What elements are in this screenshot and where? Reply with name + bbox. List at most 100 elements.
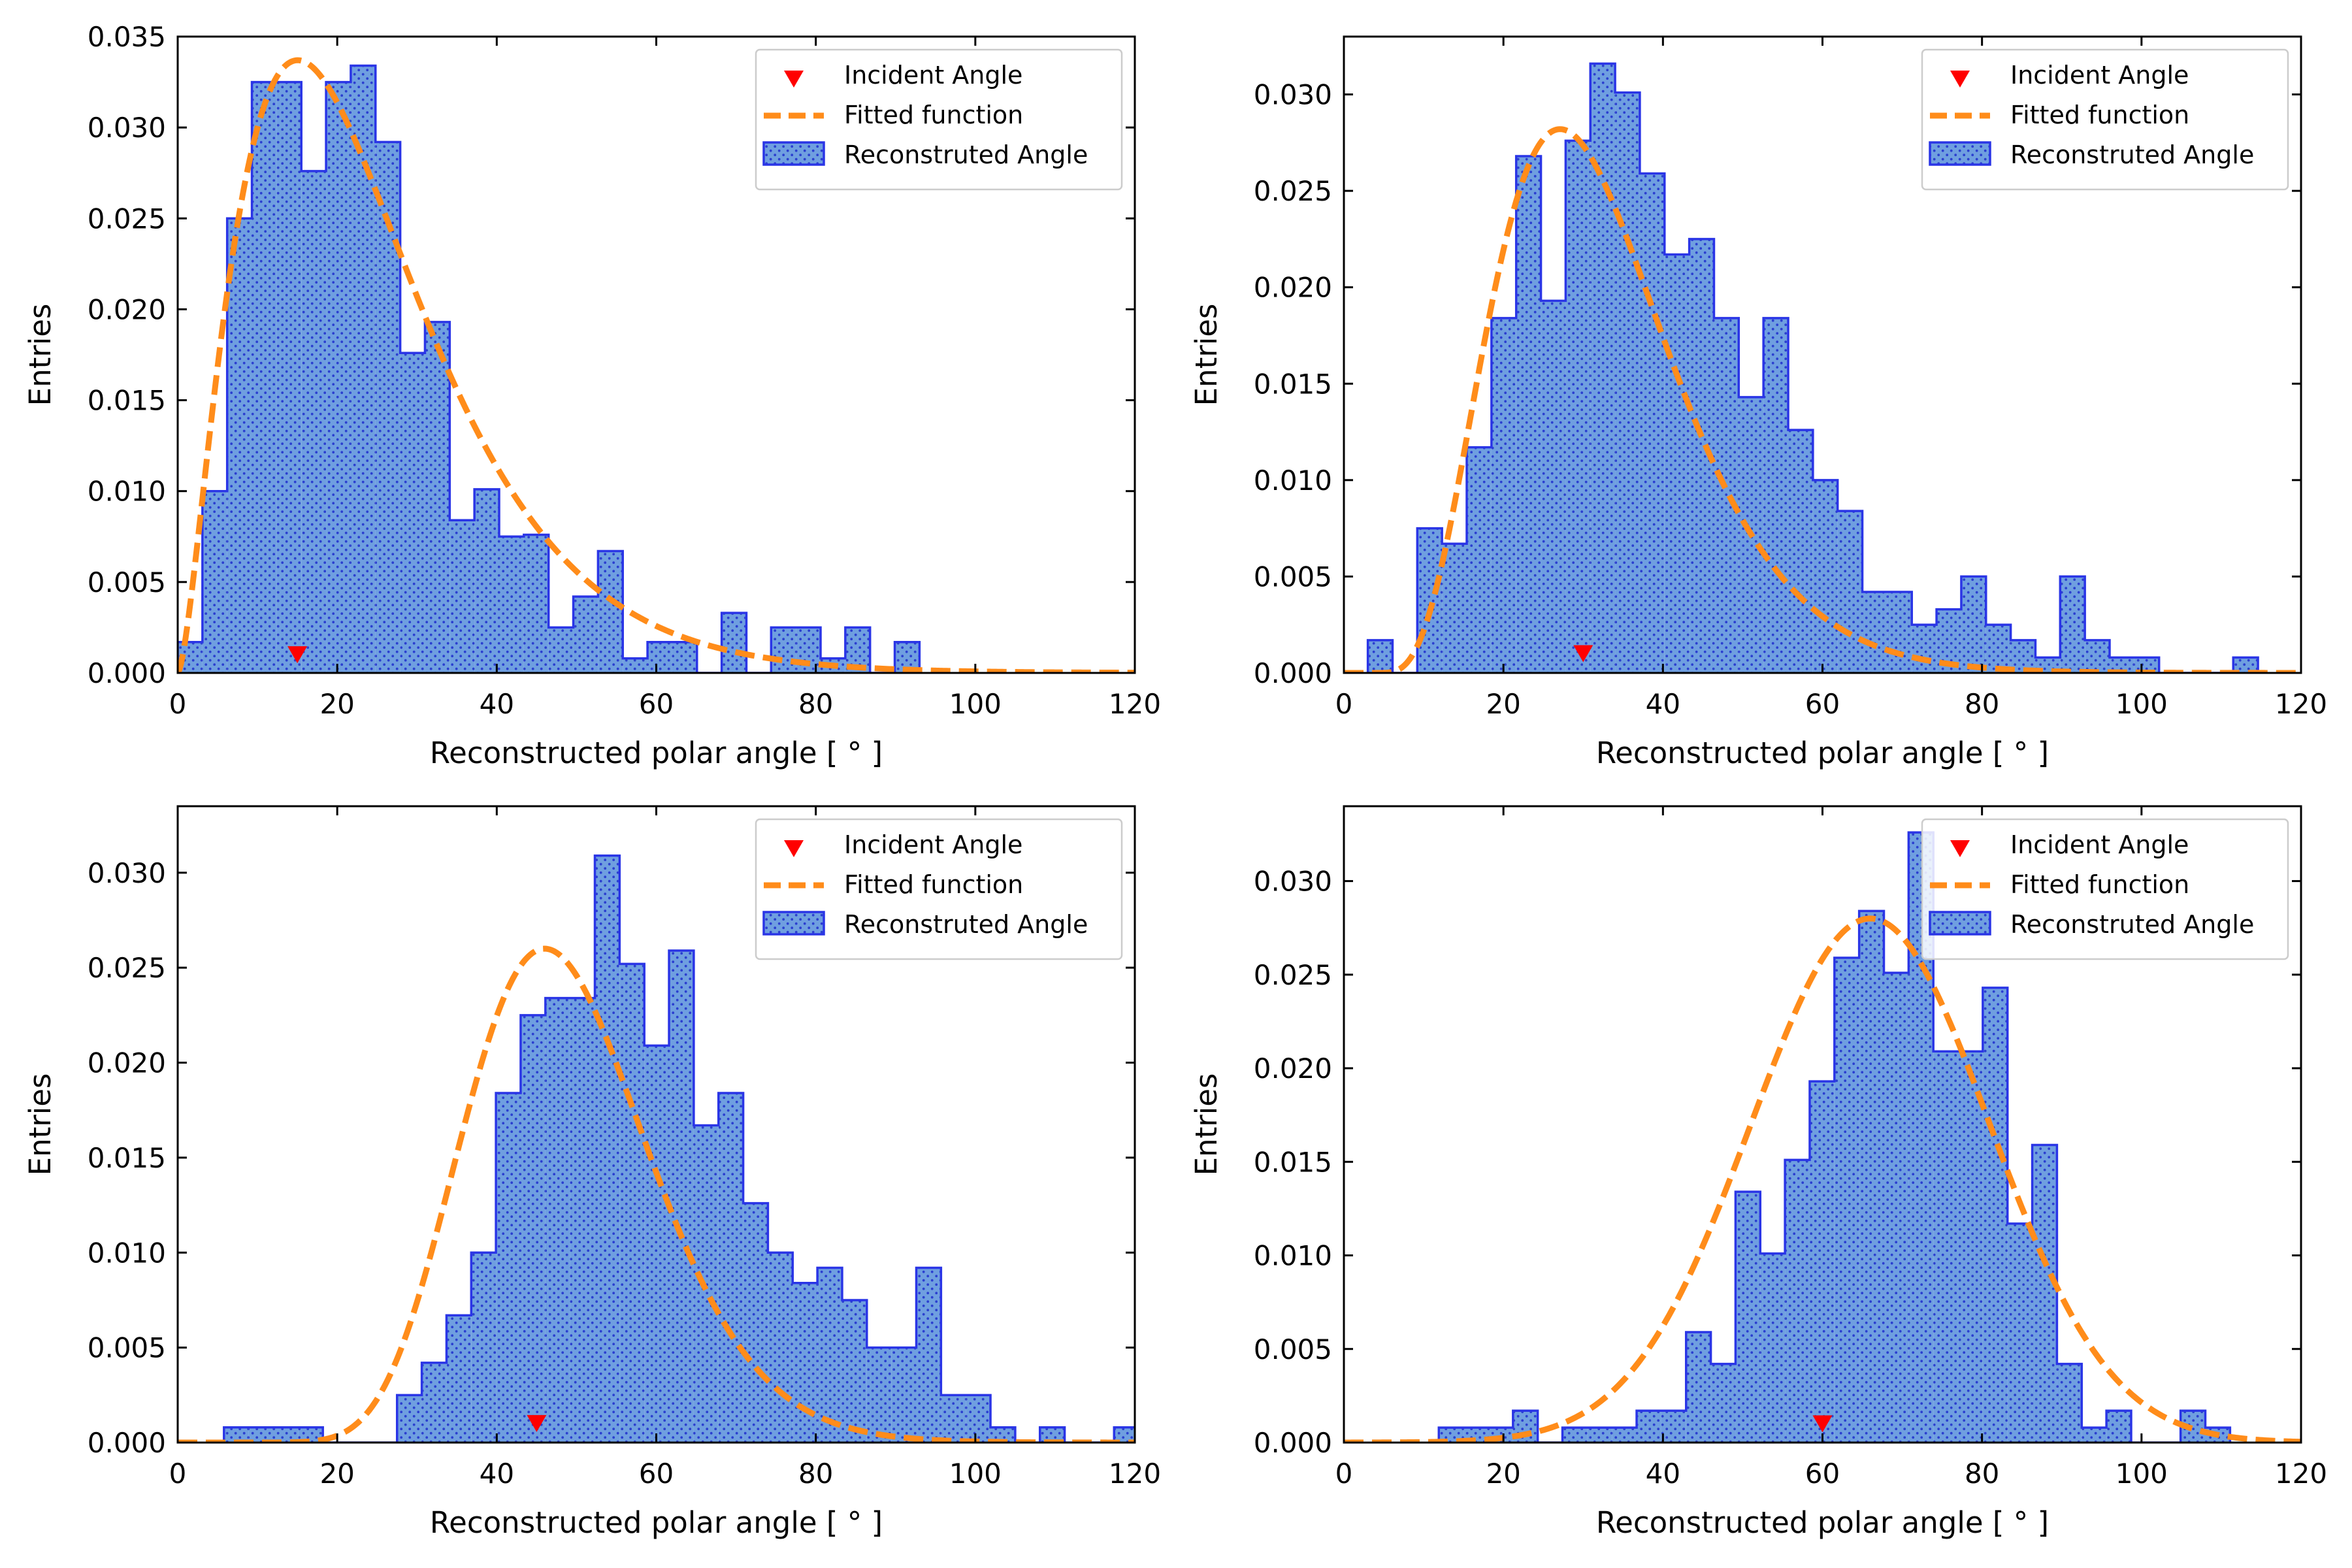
histogram-bar bbox=[1467, 447, 1492, 673]
legend-incident-label: Incident Angle bbox=[2010, 830, 2189, 859]
histogram-bar bbox=[866, 1347, 892, 1443]
legend-reco-label: Reconstruted Angle bbox=[2010, 910, 2254, 939]
histogram-bar bbox=[1760, 1253, 1786, 1443]
x-tick-label: 20 bbox=[1486, 688, 1520, 720]
x-tick-label: 0 bbox=[1335, 1458, 1353, 1490]
histogram-bar bbox=[2233, 657, 2259, 673]
histogram-bar bbox=[573, 596, 598, 673]
histogram-bar bbox=[1985, 625, 2011, 673]
y-tick-label: 0.030 bbox=[88, 112, 166, 144]
histogram-bar bbox=[1837, 511, 1863, 673]
histogram-bars bbox=[1367, 63, 2259, 673]
histogram-bar bbox=[1788, 430, 1813, 673]
x-axis-label: Reconstructed polar angle [ ° ] bbox=[1596, 1505, 2049, 1540]
histogram-bar bbox=[326, 82, 351, 673]
y-tick-label: 0.010 bbox=[1254, 465, 1332, 497]
histogram-bar bbox=[644, 1045, 670, 1443]
y-tick-label: 0.010 bbox=[88, 1237, 166, 1269]
histogram-bars bbox=[223, 855, 1135, 1443]
x-tick-label: 40 bbox=[1646, 688, 1680, 720]
x-tick-label: 60 bbox=[1805, 688, 1840, 720]
histogram-bar bbox=[2106, 1411, 2131, 1443]
chart-panel-bottom-right: 0 20 40 60 80 100 120 0.000 0.005 0.010 0.015 0.020… bbox=[1189, 805, 2327, 1540]
y-axis-label: Entries bbox=[23, 1073, 57, 1176]
histogram-bar bbox=[743, 1203, 768, 1443]
histogram-bar bbox=[1491, 318, 1516, 673]
histogram-bar bbox=[1714, 318, 1739, 673]
histogram-bar bbox=[1516, 155, 1541, 673]
legend-incident-label: Incident Angle bbox=[844, 830, 1022, 859]
histogram-bar bbox=[1637, 1411, 1661, 1443]
histogram-bar bbox=[1710, 1364, 1736, 1443]
x-tick-label: 100 bbox=[949, 1458, 1002, 1490]
legend-box bbox=[755, 818, 1123, 960]
legend-box bbox=[1921, 818, 2289, 960]
histogram-bar bbox=[227, 218, 252, 673]
histogram-bar bbox=[400, 353, 425, 673]
histogram-bar bbox=[771, 627, 796, 673]
histogram-bar bbox=[397, 1395, 422, 1443]
x-tick-label: 0 bbox=[169, 1458, 187, 1490]
histogram-bar bbox=[1884, 972, 1909, 1443]
y-tick-label: 0.030 bbox=[1254, 79, 1332, 111]
histogram-bar bbox=[595, 855, 620, 1443]
histogram-bar bbox=[1859, 911, 1884, 1443]
histogram-bar bbox=[1834, 958, 1859, 1443]
histogram-bar bbox=[718, 1093, 743, 1443]
histogram-outline bbox=[1366, 62, 2259, 673]
x-tick-label: 40 bbox=[1646, 1458, 1680, 1490]
y-tick-label: 0.035 bbox=[88, 21, 166, 53]
y-tick-label: 0.005 bbox=[88, 566, 166, 598]
legend: Incident Angle Fitted function Reconstrute… bbox=[755, 818, 1123, 960]
histogram-bar bbox=[990, 1427, 1015, 1443]
histogram-bar bbox=[276, 82, 302, 673]
histogram-outline bbox=[223, 854, 1135, 1443]
x-tick-label: 40 bbox=[480, 688, 514, 720]
histogram-bar bbox=[619, 964, 645, 1443]
y-axis-label: Entries bbox=[1189, 304, 1224, 406]
incident-angle-marker bbox=[1573, 645, 1593, 662]
chart-panel-bottom-left: 0 20 40 60 80 100 120 0.000 0.005 0.010 0.015 0.020… bbox=[23, 805, 1161, 1540]
histogram-bar bbox=[1887, 592, 1912, 673]
x-tick-label: 120 bbox=[2275, 1458, 2327, 1490]
histogram-bar bbox=[2110, 657, 2134, 673]
x-tick-label: 20 bbox=[319, 688, 354, 720]
histogram-bar bbox=[1661, 1411, 1686, 1443]
histogram-bar bbox=[202, 491, 227, 673]
plot-area bbox=[1344, 831, 2301, 1443]
histogram-bar bbox=[248, 1427, 274, 1443]
y-tick-label: 0.000 bbox=[1254, 1427, 1332, 1459]
histogram-bar bbox=[2007, 1223, 2033, 1443]
y-axis-label: Entries bbox=[23, 304, 57, 406]
histogram-bar bbox=[1958, 1051, 1983, 1443]
histogram-bar bbox=[252, 82, 277, 673]
histogram-bar bbox=[1541, 301, 1566, 673]
histogram-bar bbox=[1615, 92, 1640, 673]
y-tick-label: 0.005 bbox=[88, 1332, 166, 1364]
x-tick-label: 80 bbox=[798, 688, 833, 720]
legend-incident-label: Incident Angle bbox=[844, 61, 1022, 90]
x-tick-label: 120 bbox=[1109, 688, 1161, 720]
histogram-bar bbox=[1686, 1331, 1711, 1443]
legend-reco-patch bbox=[1929, 141, 1991, 166]
y-tick-label: 0.010 bbox=[88, 476, 166, 508]
y-tick-label: 0.025 bbox=[1254, 959, 1332, 991]
chart-panel-top-right: 0 20 40 60 80 100 120 0.000 0.005 0.010 0.015 0.020… bbox=[1189, 35, 2327, 770]
legend-incident-marker bbox=[784, 840, 804, 857]
legend-reco-patch bbox=[762, 141, 825, 166]
histogram-bar bbox=[623, 658, 648, 673]
x-tick-label: 0 bbox=[169, 688, 187, 720]
histogram-bars bbox=[178, 65, 920, 673]
histogram-bar bbox=[669, 950, 694, 1443]
histogram-bar bbox=[1785, 1160, 1810, 1443]
histogram-bar bbox=[1982, 987, 2008, 1443]
histogram-bar bbox=[446, 1315, 472, 1443]
y-tick-label: 0.025 bbox=[88, 203, 166, 235]
histogram-bar bbox=[2060, 576, 2085, 673]
x-tick-label: 0 bbox=[1335, 688, 1353, 720]
histogram-bar bbox=[298, 1427, 323, 1443]
histogram-bars bbox=[1439, 832, 2230, 1443]
histogram-bar bbox=[375, 142, 400, 673]
legend: Incident Angle Fitted function Reconstrute… bbox=[755, 48, 1123, 191]
